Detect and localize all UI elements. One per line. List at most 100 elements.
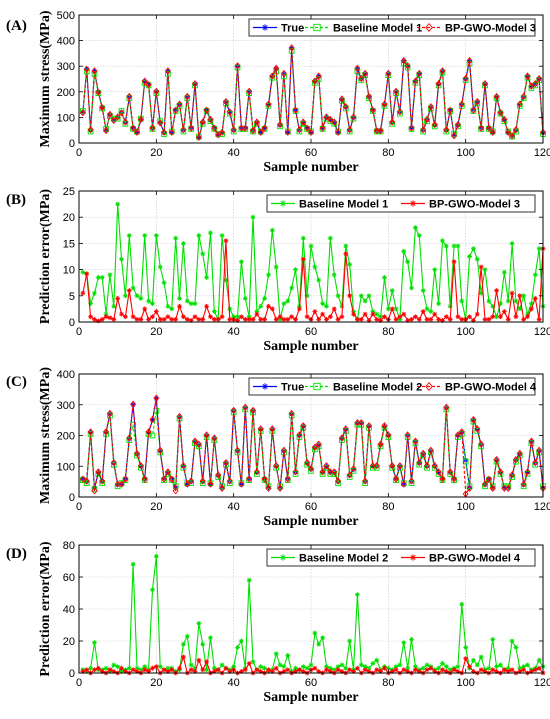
data-point [393,87,400,95]
data-point [513,457,519,463]
data-point [126,92,133,100]
x-tick-label: 20 [150,501,162,513]
data-point [509,474,515,480]
x-tick-label: 0 [76,677,82,689]
data-point [173,316,179,322]
data-point [389,462,396,470]
panel-3: (C) 0 20 40 60 80 100 120 0 100 200 300 400 Sample nu… [6,367,550,529]
data-point [146,316,151,322]
data-point [339,437,345,443]
data-point [149,432,156,439]
data-point [466,483,473,490]
data-point [331,306,337,312]
data-point [312,630,318,636]
data-point [169,667,175,673]
data-point [99,477,106,485]
data-point [273,462,280,470]
data-point [335,480,341,487]
data-point [293,669,298,674]
data-point [335,293,341,299]
data-point [273,464,280,471]
data-point [362,71,368,77]
data-point [338,434,345,442]
data-point [180,126,187,134]
data-point [424,115,430,124]
legend-label: True [281,23,304,35]
data-point [355,592,360,597]
data-point [420,126,427,134]
data-point [512,126,519,134]
data-point [478,667,484,673]
data-point [258,303,264,309]
data-point [273,651,279,657]
data-point [389,669,395,674]
data-point [235,314,240,320]
legend-box [248,377,536,396]
data-point [524,72,531,80]
series-bp-gwo-model-3 [80,238,546,324]
legend-label: BP-GWO-Model 3 [429,199,520,211]
panel-1: (A) 0 20 40 60 80 100 120 0 100 200 300 400 500 Sample… [6,10,550,175]
data-point [239,314,244,320]
data-point [281,669,287,674]
data-point [181,641,186,647]
data-point [204,303,209,309]
data-point [157,118,164,125]
data-point [385,434,392,440]
data-point [370,463,376,469]
data-point [327,117,333,123]
data-point [505,298,511,304]
data-point [277,314,283,320]
data-point [505,316,511,322]
x-tick-label: 100 [456,147,474,159]
data-point [138,464,144,471]
data-point [529,84,534,90]
data-point [88,314,93,320]
data-point [200,251,206,257]
data-point [424,462,430,470]
data-point [525,314,530,320]
data-point [196,657,202,663]
data-point [413,439,418,445]
y-tick-label: 0 [69,317,75,329]
data-point [192,437,198,445]
data-point [230,406,237,414]
data-point [284,475,291,483]
data-point [528,437,535,445]
data-point [425,381,433,392]
data-point [459,316,465,322]
data-point [115,482,121,488]
data-point [536,316,542,322]
data-point [196,233,202,238]
data-point [513,458,519,465]
data-point [266,102,271,107]
data-point [211,125,217,131]
data-point [106,110,113,118]
data-point [424,464,430,471]
data-point [103,428,110,436]
data-point [335,477,342,485]
data-point [335,316,341,322]
y-tick-label: 300 [57,61,75,73]
data-point [424,667,430,673]
series-line [82,398,544,490]
data-point [347,261,353,267]
data-point [80,108,86,114]
data-point [493,458,500,465]
data-point [327,669,333,674]
data-point [235,645,240,650]
data-point [161,128,168,136]
data-point [262,296,267,301]
data-point [520,95,527,102]
data-point [335,664,341,669]
data-point [246,90,252,96]
data-point [300,235,306,241]
data-point [184,633,190,639]
data-point [211,669,217,674]
data-point [432,267,438,272]
data-point [164,67,171,75]
data-point [165,665,171,671]
data-point [358,293,364,299]
data-point [413,664,418,669]
panel-2: (B) 0 20 40 60 80 100 120 0 5 10 15 20 25 Sample numbe… [6,186,550,354]
